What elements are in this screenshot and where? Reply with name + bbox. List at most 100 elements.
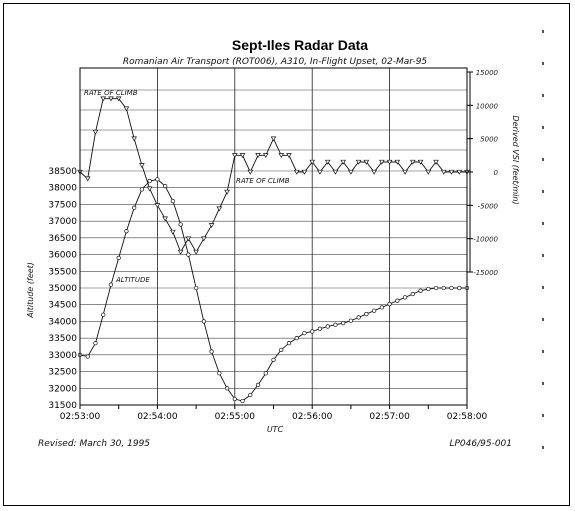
rate-of-climb-point — [332, 169, 339, 175]
y-axis-label-right: Derived VSI (feet/min) — [511, 115, 520, 204]
rate-of-climb-point — [417, 159, 424, 165]
series-line-rate-of-climb — [79, 98, 467, 254]
rate-of-climb-point — [92, 129, 99, 135]
altitude-point — [209, 349, 214, 354]
rate-of-climb-point — [379, 159, 385, 165]
altitude-point — [356, 315, 361, 320]
x-tick-label: 02:54:00 — [137, 412, 178, 422]
rate-of-climb-point — [201, 236, 207, 242]
rate-of-climb-point — [270, 136, 277, 142]
series-line-altitude — [79, 178, 467, 402]
series-layer — [77, 96, 470, 404]
rate-of-climb-point — [348, 169, 354, 175]
edge-mark — [542, 190, 544, 193]
edge-mark — [542, 350, 544, 353]
rate-of-climb-point — [386, 159, 393, 165]
rate-of-climb-point — [154, 203, 161, 209]
chart-subtitle: Romanian Air Transport (ROT006), A310, I… — [123, 57, 428, 67]
altitude-point — [325, 324, 330, 329]
altitude-point — [426, 286, 431, 292]
rate-of-climb-point — [286, 153, 292, 159]
y-tick-label: 32000 — [48, 384, 77, 394]
x-tick-label: 02:55:00 — [215, 412, 256, 422]
y-right-tick-labels: 15000 10000 5000 0 -5000 -10000 -15000 — [467, 69, 499, 277]
plot-border — [79, 67, 468, 406]
x-tick-label: 02:56:00 — [292, 412, 333, 422]
rate-of-climb-point — [247, 169, 254, 175]
x-tick-labels: 02:53:00 02:54:00 02:55:00 02:56:00 02:57:00… — [60, 412, 488, 422]
y-right-tick-label: 15000 — [476, 69, 499, 77]
rate-of-climb-point — [440, 169, 447, 175]
rate-of-climb-point — [448, 169, 455, 175]
rate-of-climb-point — [139, 163, 145, 169]
edge-mark — [542, 30, 544, 33]
altitude-point — [395, 298, 400, 303]
altitude-point — [201, 319, 206, 324]
rate-of-climb-point — [371, 169, 377, 175]
altitude-point — [387, 301, 392, 307]
y-left-tick-labels: 38500 38000 37500 37000 36500 36000 35500 35000… — [48, 167, 77, 411]
altitude-point — [263, 371, 268, 376]
altitude-point — [418, 288, 423, 293]
gridlines — [79, 68, 468, 409]
rate-of-climb-point — [100, 96, 107, 102]
altitude-point — [217, 371, 222, 376]
altitude-point — [302, 330, 307, 336]
rate-of-climb-point — [456, 169, 463, 175]
edge-mark — [542, 286, 544, 289]
altitude-point — [379, 305, 385, 310]
y-axis-label-left: Altitude (feet) — [26, 262, 35, 319]
altitude-point — [155, 177, 160, 182]
rate-of-climb-point — [170, 229, 176, 235]
y-right-tick-label: -15000 — [473, 269, 498, 277]
altitude-point — [410, 291, 415, 297]
altitude-point — [132, 205, 137, 210]
altitude-point — [170, 198, 176, 204]
rate-of-climb-point — [355, 159, 362, 165]
rate-of-climb-point — [278, 153, 285, 159]
y-right-tick-label: 0 — [494, 169, 499, 177]
x-tick-label: 02:53:00 — [60, 412, 101, 422]
rate-of-climb-point — [108, 96, 114, 102]
altitude-point — [139, 187, 145, 192]
altitude-point — [317, 326, 323, 331]
altitude-point — [255, 382, 261, 388]
rate-of-climb-point — [433, 159, 439, 165]
x-tick-label: 02:58:00 — [447, 412, 488, 422]
edge-mark — [542, 446, 544, 449]
annotation-altitude: ALTITUDE — [115, 276, 150, 284]
altitude-point — [178, 222, 183, 227]
annotation-rate-of-climb-mid: RATE OF CLIMB — [236, 177, 290, 185]
y-tick-label: 36500 — [48, 234, 77, 244]
edge-mark — [542, 222, 544, 225]
y-right-tick-label: -5000 — [478, 202, 499, 210]
footer-revised: Revised: March 30, 1995 — [38, 439, 150, 449]
rate-of-climb-point — [177, 249, 184, 255]
altitude-point — [193, 285, 199, 291]
edge-mark — [542, 414, 544, 417]
edge-mark — [542, 254, 544, 257]
y-tick-label: 36000 — [48, 251, 77, 261]
altitude-point — [186, 252, 191, 257]
altitude-point — [371, 308, 377, 313]
altitude-point — [333, 322, 338, 327]
y-tick-label: 35000 — [48, 284, 77, 294]
edge-mark — [542, 94, 544, 97]
page-frame — [3, 3, 570, 506]
rate-of-climb-point — [239, 153, 246, 159]
rate-of-climb-point — [208, 223, 215, 229]
rate-of-climb-point — [425, 169, 432, 175]
altitude-point — [116, 255, 121, 261]
rate-of-climb-point — [363, 159, 370, 165]
altitude-point — [101, 312, 106, 317]
rate-of-climb-point — [185, 236, 192, 242]
altitude-point — [124, 229, 129, 234]
altitude-point — [85, 354, 90, 359]
y-right-tick-label: 10000 — [476, 102, 499, 110]
rate-of-climb-point — [84, 176, 91, 182]
footer-ref: LP046/95-001 — [449, 439, 512, 449]
edge-mark — [542, 62, 544, 65]
rate-of-climb-point — [224, 189, 230, 195]
altitude-point — [93, 341, 98, 346]
